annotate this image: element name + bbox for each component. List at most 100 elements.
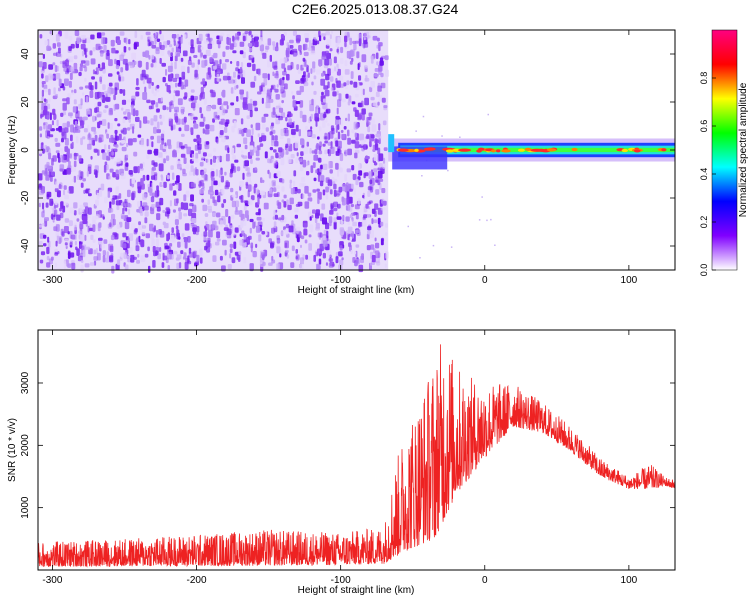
spectrogram-cell xyxy=(339,153,344,162)
spectrogram-cell xyxy=(295,226,300,234)
spectrogram-cell xyxy=(153,126,157,134)
spectrogram-cell xyxy=(111,213,116,220)
spectrogram-cell xyxy=(189,203,194,207)
spectrogram-cell xyxy=(254,107,258,112)
spectrogram-cell xyxy=(284,129,289,137)
spectrogram-cell xyxy=(169,200,172,207)
spectrogram-cell xyxy=(371,218,374,225)
spectrogram-cell xyxy=(81,50,85,57)
spectrogram-cell xyxy=(51,120,54,126)
spectrogram-cell xyxy=(53,87,56,95)
spectrogram-cell xyxy=(294,141,299,149)
colorbar-ticks: 0.00.20.40.60.8 xyxy=(699,72,716,276)
spectrogram-cell xyxy=(247,190,250,198)
spectrogram-cell xyxy=(232,50,237,54)
spectrogram-cell xyxy=(212,163,216,167)
spectrogram-cell xyxy=(122,118,126,124)
signal-band xyxy=(388,134,675,170)
spectrogram-cell xyxy=(153,121,159,127)
spectrogram-cell xyxy=(152,192,155,198)
spectrogram-cell xyxy=(230,61,233,64)
spectrogram-cell xyxy=(292,95,295,100)
spectrogram-cell xyxy=(274,214,278,220)
spectrogram-cell xyxy=(303,228,308,236)
spectrogram-cell xyxy=(97,63,101,69)
spectrogram-cell xyxy=(337,99,342,108)
spectrogram-cell xyxy=(450,246,453,248)
spectrogram-cell xyxy=(159,34,164,41)
spectrogram-cell xyxy=(60,112,64,117)
spectrogram-cell xyxy=(258,234,262,242)
spectrogram-cell xyxy=(306,74,309,82)
spectrogram-cell xyxy=(378,123,381,131)
spectrogram-cell xyxy=(43,88,49,93)
spectrogram-cell xyxy=(170,125,174,131)
spectrogram-cell xyxy=(122,89,126,96)
spectrogram-cell xyxy=(221,203,225,208)
spectrogram-cell xyxy=(307,197,313,202)
spectrogram-cell xyxy=(377,170,383,179)
spectrogram-cell xyxy=(354,251,357,255)
spectrogram-cell xyxy=(109,137,113,143)
spectrogram-cell xyxy=(281,178,285,184)
spectrogram-cell xyxy=(244,160,249,167)
spectrogram-cell xyxy=(321,33,326,37)
spectrogram-cell xyxy=(98,237,103,241)
spectrogram-cell xyxy=(145,233,150,239)
spectrogram-cell xyxy=(291,128,296,135)
spectrogram-cell xyxy=(50,75,55,79)
spectrogram-cell xyxy=(64,138,69,146)
spectrogram-cell xyxy=(151,160,155,166)
spectrogram-cell xyxy=(344,69,350,75)
spectrogram-cell xyxy=(246,62,252,68)
spectrogram-cell xyxy=(150,135,154,140)
spectrogram-cell xyxy=(316,242,320,249)
spectrogram-cell xyxy=(308,234,312,238)
spectrogram-cell xyxy=(167,232,170,240)
spectrogram-cell xyxy=(44,217,49,222)
spectrogram-cell xyxy=(180,145,185,149)
spectrogram-cell xyxy=(194,158,199,163)
spectrogram-cell xyxy=(227,37,231,45)
spectrogram-cell xyxy=(184,124,190,132)
spectrogram-cell xyxy=(245,183,249,189)
spectrogram-cell xyxy=(178,207,182,212)
colorbar-label: Normalized spectral amplitude xyxy=(738,82,749,217)
spectrogram-cell xyxy=(257,189,260,194)
spectrogram-cell xyxy=(313,177,317,182)
spectrogram-cell xyxy=(259,136,262,143)
spectrogram-cell xyxy=(249,109,253,118)
spectrogram-cell xyxy=(176,182,179,190)
spectrogram-cell xyxy=(180,65,186,73)
snr-series-line xyxy=(37,344,676,568)
spectrogram-cell xyxy=(198,33,203,42)
spectrogram-cell xyxy=(230,102,235,106)
spectrogram-cell xyxy=(360,139,366,146)
spectrogram-cell xyxy=(98,137,102,143)
spectrogram-cell xyxy=(197,59,200,65)
spectrogram-cell xyxy=(58,78,62,87)
spectrogram-cell xyxy=(64,218,70,223)
spectrogram-cell xyxy=(73,175,76,183)
spectrogram-cell xyxy=(53,217,56,222)
spectrogram-cell xyxy=(329,169,333,174)
spectrogram-cell xyxy=(138,221,141,226)
spectrogram-cell xyxy=(45,125,48,133)
spectrogram-cell xyxy=(85,37,91,44)
spectrogram-cell xyxy=(361,219,367,227)
spectrogram-cell xyxy=(180,202,184,210)
spectrogram-cell xyxy=(82,178,86,182)
spectrogram-cell xyxy=(292,30,297,36)
spectrogram-cell xyxy=(242,51,246,59)
spectrogram-cell xyxy=(199,188,204,194)
spectrogram-cell xyxy=(191,153,195,162)
spectrogram-cell xyxy=(200,52,203,57)
spectrogram-cell xyxy=(220,220,223,228)
spectrogram-cell xyxy=(273,149,277,153)
spectrogram-cell xyxy=(240,118,244,125)
spectrogram-cell xyxy=(166,85,171,93)
spectrogram-cell xyxy=(172,209,176,213)
spectrogram-cell xyxy=(376,61,379,66)
spectrogram-cell xyxy=(373,219,378,224)
spectrogram-cell xyxy=(182,256,186,260)
